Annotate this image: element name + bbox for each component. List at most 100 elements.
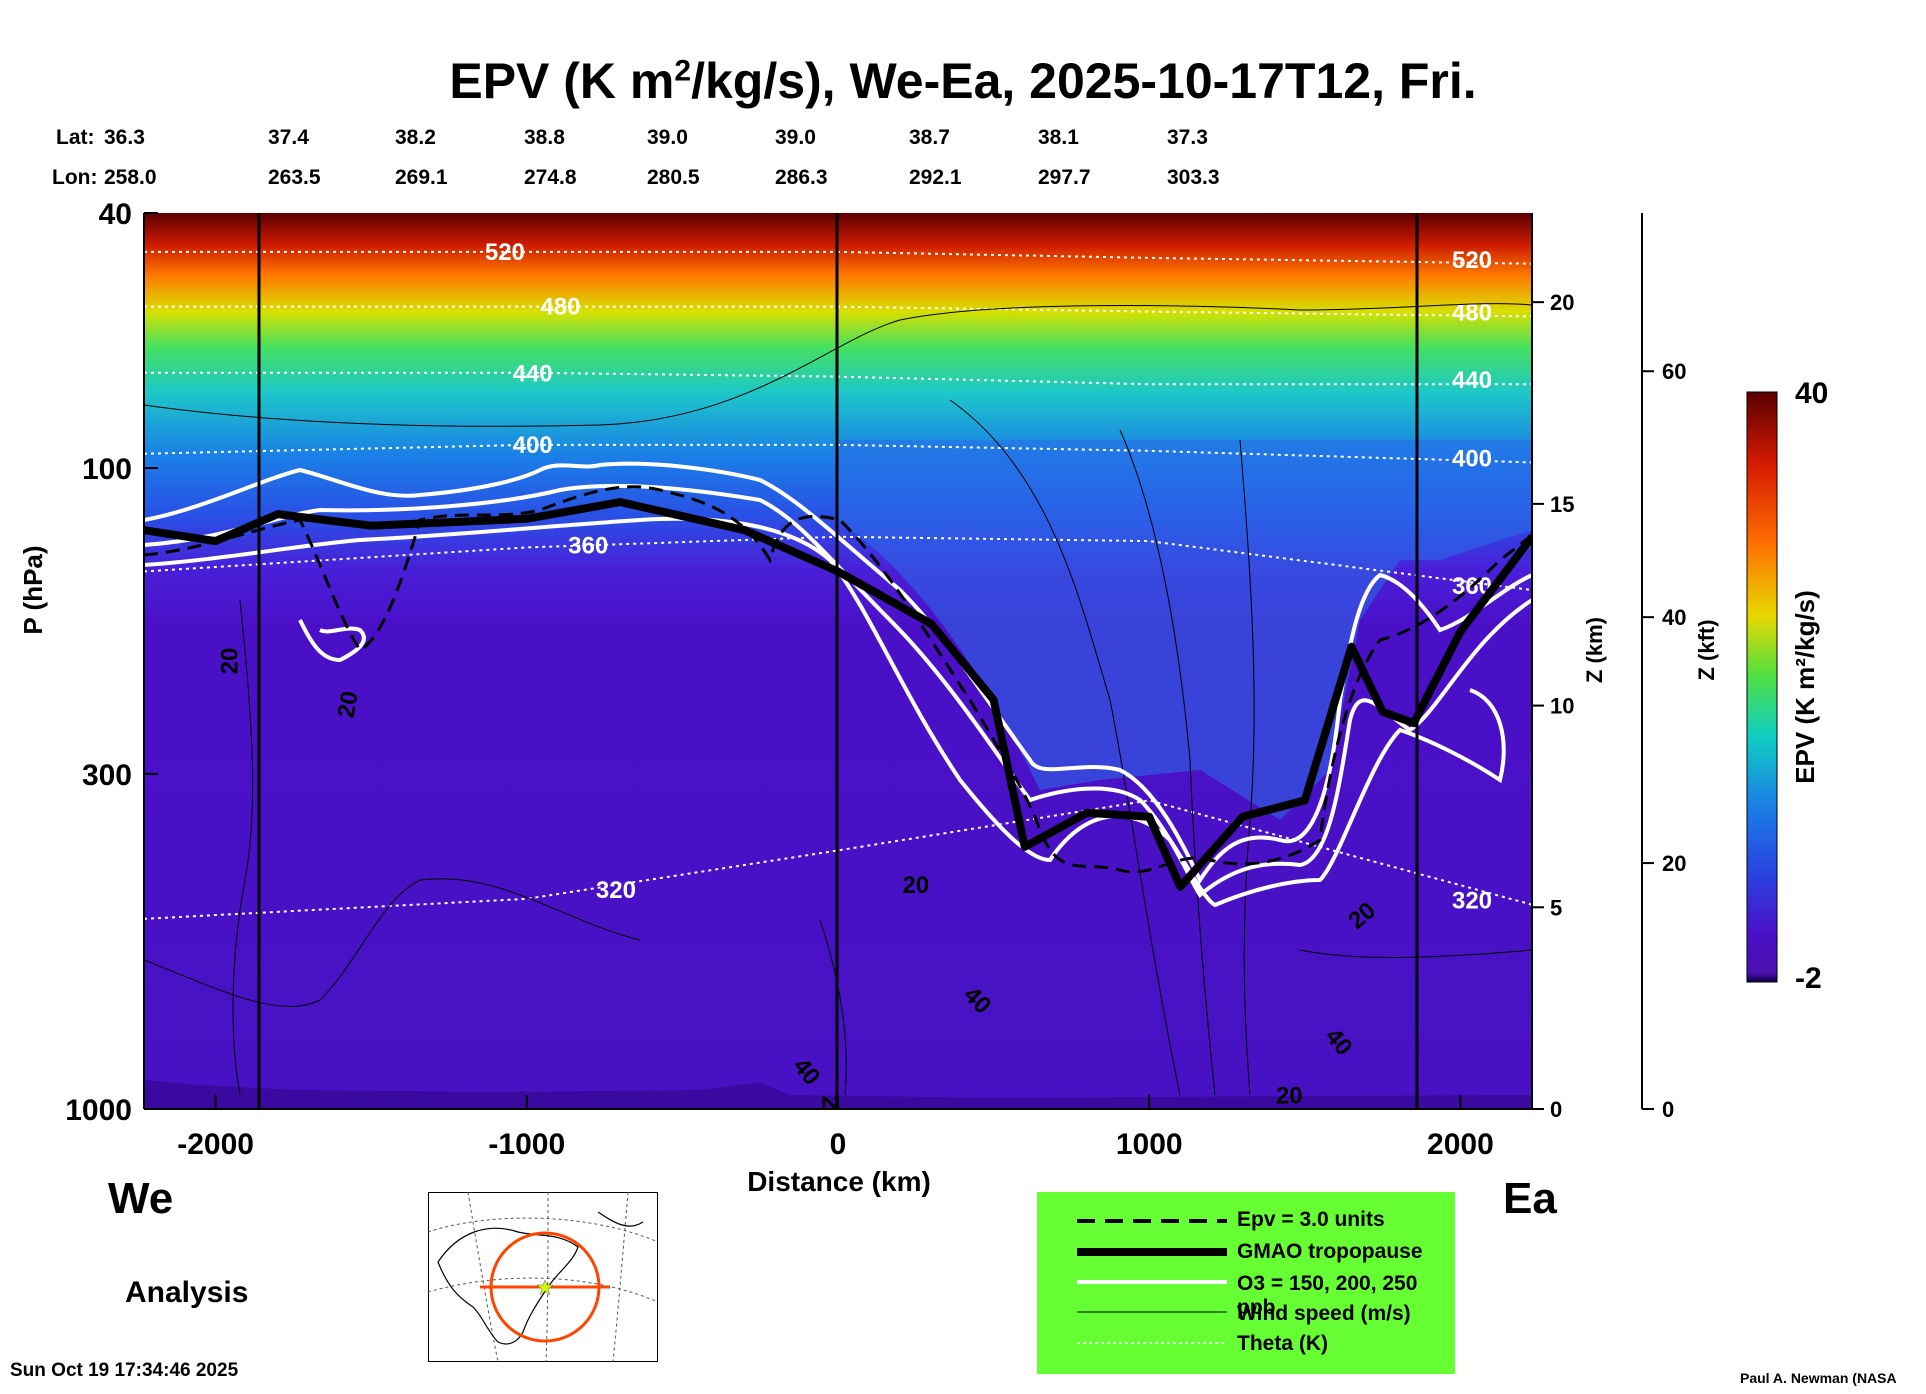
theta-contour-label: 480	[540, 294, 580, 321]
epv-3-contour	[144, 485, 1532, 874]
legend-label-epv: Epv = 3.0 units	[1237, 1208, 1385, 1231]
lat-value: 39.0	[775, 126, 816, 149]
lon-value: 292.1	[909, 166, 962, 189]
lon-label: Lon:	[52, 166, 98, 189]
z-km-label: Z (km)	[1582, 617, 1607, 683]
legend-swatch-tropopause	[1077, 1248, 1227, 1256]
lon-value: 303.3	[1167, 166, 1220, 189]
ozone-contour-200	[144, 483, 1532, 898]
lon-value: 280.5	[647, 166, 700, 189]
lat-value: 36.3	[104, 126, 145, 149]
lon-value: 258.0	[104, 166, 157, 189]
wind-contour-line	[949, 399, 1181, 1096]
title-prefix: EPV (K m	[449, 53, 675, 109]
y-tick-label: 40	[99, 198, 132, 231]
lon-value: 263.5	[268, 166, 321, 189]
wind-speed-label: 20	[333, 689, 364, 720]
wind-contour-line	[1299, 949, 1532, 958]
theta-contour-label: 440	[1452, 367, 1492, 394]
z-kft-tick-label: 0	[1662, 1097, 1674, 1122]
wind-speed-label: 20	[1276, 1082, 1303, 1109]
credit: Paul A. Newman (NASA	[1740, 1370, 1897, 1386]
lon-value: 297.7	[1038, 166, 1091, 189]
title-suffix: /kg/s), We-Ea, 2025-10-17T12, Fri.	[691, 53, 1477, 109]
z-km-tick-label: 20	[1550, 290, 1574, 315]
theta-contour-label: 320	[1452, 888, 1492, 915]
wind-speed-label: 20	[902, 872, 929, 899]
lon-value: 274.8	[524, 166, 577, 189]
lon-value: 269.1	[395, 166, 448, 189]
wind-speed-label: 20	[216, 648, 243, 675]
colorbar-min: -2	[1795, 962, 1822, 995]
x-tick-label: 1000	[1116, 1128, 1183, 1161]
x-tick-label: 2000	[1427, 1128, 1494, 1161]
legend-swatch-ozone	[1077, 1280, 1227, 1284]
lat-value: 38.7	[909, 126, 950, 149]
y-tick-label: 300	[82, 759, 132, 792]
epv-trough-fill	[836, 440, 1532, 820]
legend-label-tropopause: GMAO tropopause	[1237, 1240, 1423, 1263]
z-km-tick-label: 5	[1550, 895, 1562, 920]
lat-value: 37.4	[268, 126, 309, 149]
lat-value: 38.2	[395, 126, 436, 149]
gmao-tropopause-line	[144, 498, 1532, 891]
theta-contour-label: 520	[1452, 247, 1492, 274]
legend-label-theta: Theta (K)	[1237, 1332, 1328, 1355]
wind-contour-line	[1119, 429, 1216, 1096]
z-kft-tick-label: 40	[1662, 605, 1686, 630]
map-frame	[428, 1192, 658, 1362]
lat-value: 39.0	[647, 126, 688, 149]
z-km-tick-label: 15	[1550, 492, 1574, 517]
lat-value: 38.1	[1038, 126, 1079, 149]
wind-contour-line	[819, 919, 847, 1096]
z-kft-tick-label: 20	[1662, 851, 1686, 876]
y-tick-label: 100	[82, 453, 132, 486]
wind-contour-line	[144, 303, 1532, 427]
north-america-coastline	[437, 1227, 579, 1345]
z-kft-label: Z (kft)	[1694, 619, 1719, 681]
terrain-mask	[144, 1080, 1532, 1109]
legend-label-wind: Wind speed (m/s)	[1237, 1302, 1411, 1325]
ozone-contour-250	[144, 516, 1506, 908]
theta-contour-label: 360	[568, 532, 608, 559]
wind-contour-line	[144, 878, 641, 1007]
x-axis-ticks: -2000 -1000 0 1000 2000	[177, 1095, 1494, 1161]
y-tick-label: 1000	[65, 1094, 132, 1127]
z-kft-tick-label: 60	[1662, 359, 1686, 384]
x-axis-label: Distance (km)	[747, 1166, 931, 1197]
z-km-tick-label: 0	[1550, 1097, 1562, 1122]
lon-value: 286.3	[775, 166, 828, 189]
orthographic-map	[428, 1192, 658, 1362]
legend-swatch-wind	[1077, 1311, 1227, 1313]
theta-contour-label: 320	[596, 877, 636, 904]
west-label: We	[108, 1174, 174, 1223]
lat-value: 38.8	[524, 126, 565, 149]
greenland-coastline	[597, 1211, 644, 1227]
colorbar-label: EPV (K m²/kg/s)	[1790, 590, 1820, 784]
y-axis-ticks: 40 100 300 1000	[65, 198, 158, 1127]
x-tick-label: -2000	[177, 1128, 254, 1161]
lat-value: 37.3	[1167, 126, 1208, 149]
wind-contour-line	[232, 599, 254, 1096]
east-label: Ea	[1503, 1174, 1557, 1223]
z-kft-axis-ticks: 60 40 20 0	[1642, 359, 1686, 1122]
y-axis-label: P (hPa)	[18, 545, 48, 635]
theta-contour-label: 400	[513, 432, 553, 459]
timestamp: Sun Oct 19 17:34:46 2025	[10, 1360, 239, 1381]
ozone-contours	[144, 461, 1532, 908]
title-sup: 2	[674, 54, 692, 88]
ozone-contour-closed	[298, 619, 366, 663]
z-km-tick-label: 10	[1550, 694, 1574, 719]
analysis-label: Analysis	[125, 1276, 249, 1309]
colorbar-max: 40	[1795, 377, 1829, 410]
theta-contour-label: 440	[513, 361, 553, 388]
legend-swatch-theta	[1077, 1342, 1227, 1344]
colorbar	[1746, 391, 1778, 983]
theta-contour-label: 400	[1452, 445, 1492, 472]
chart-title: EPV (K m2/kg/s), We-Ea, 2025-10-17T12, F…	[0, 52, 1926, 110]
x-tick-label: -1000	[488, 1128, 565, 1161]
lat-label: Lat:	[56, 126, 95, 149]
legend-swatch-epv	[1077, 1219, 1227, 1223]
